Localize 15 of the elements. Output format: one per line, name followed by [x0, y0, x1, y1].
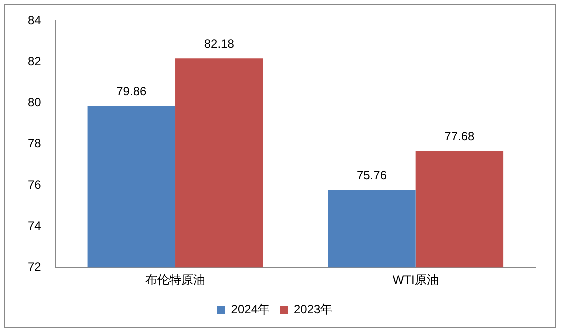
- data-label: 75.76: [356, 168, 388, 183]
- x-tick-label: WTI原油: [392, 273, 439, 288]
- y-tick-label: 82: [28, 54, 42, 69]
- data-label: 77.68: [444, 129, 476, 144]
- legend-label: 2023年: [294, 302, 333, 316]
- y-tick-label: 74: [28, 218, 42, 233]
- y-tick-label: 80: [28, 96, 42, 110]
- data-label: 79.86: [116, 84, 147, 99]
- x-tick-label: 布伦特原油: [146, 273, 206, 288]
- y-tick-label: 72: [28, 260, 42, 274]
- y-tick-label: 78: [28, 136, 42, 151]
- y-tick-label: 84: [28, 14, 42, 28]
- legend-label: 2024年: [231, 302, 270, 316]
- y-tick-label: 76: [28, 178, 42, 192]
- data-label: 82.18: [204, 36, 235, 51]
